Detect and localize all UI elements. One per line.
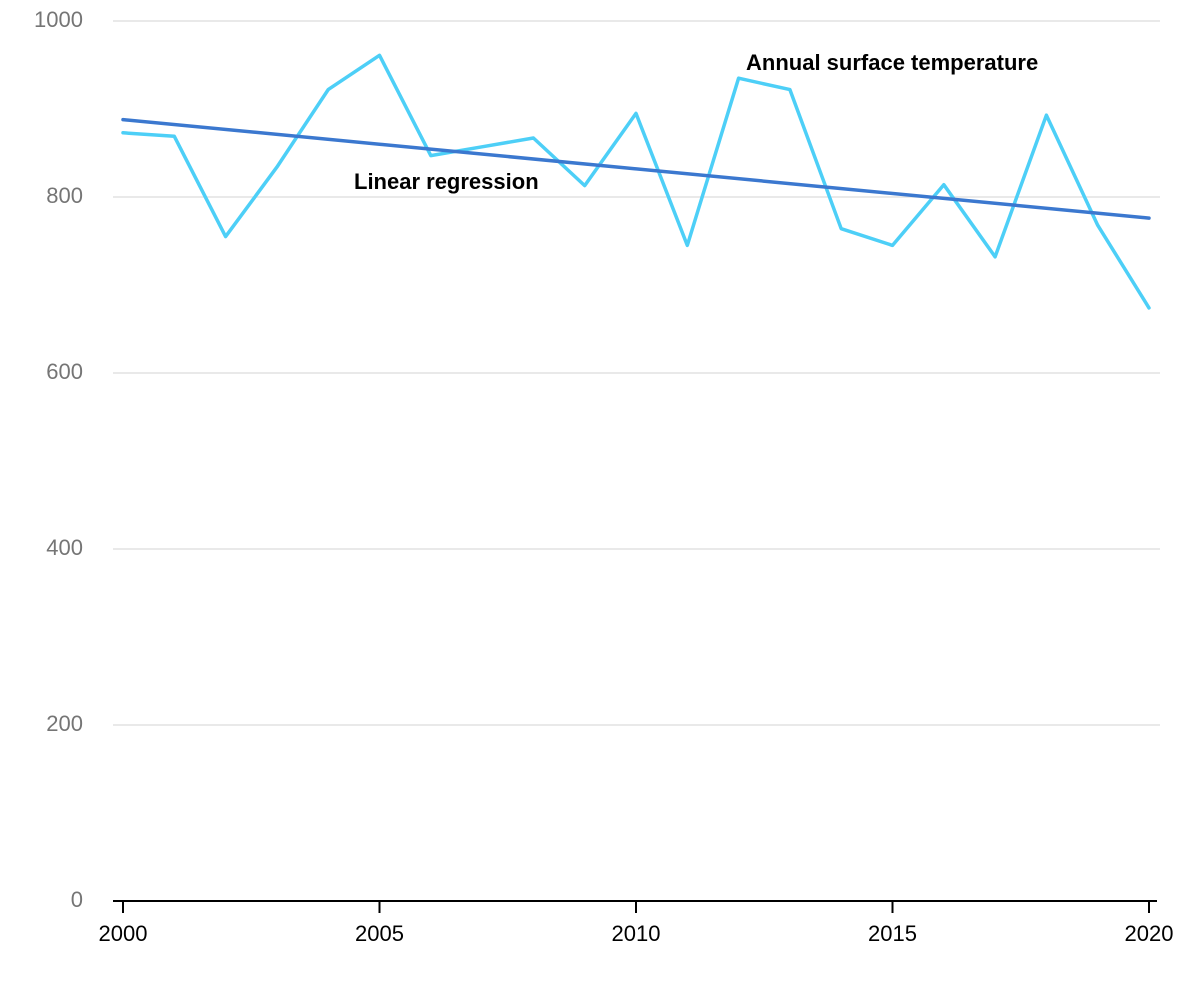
x-tick-label: 2005 <box>355 921 404 946</box>
gridlines <box>113 20 1160 726</box>
y-tick-label: 0 <box>71 887 83 912</box>
series-labels: Annual surface temperature Linear regress… <box>354 50 1038 194</box>
x-tick-label: 2010 <box>612 921 661 946</box>
x-tick-label: 2015 <box>868 921 917 946</box>
y-tick-label: 400 <box>46 535 83 560</box>
series-label-linear-regression: Linear regression <box>354 169 539 194</box>
x-axis: 2000 2005 2010 2015 2020 <box>99 900 1174 946</box>
series-lines <box>121 53 1151 310</box>
x-tick-label: 2020 <box>1125 921 1174 946</box>
y-tick-label: 600 <box>46 359 83 384</box>
series-line-linear-regression <box>121 117 1151 220</box>
series-line-annual-surface-temperature <box>121 53 1151 310</box>
y-tick-label: 800 <box>46 183 83 208</box>
y-tick-label: 200 <box>46 711 83 736</box>
y-axis-tick-labels: 0 200 400 600 800 1000 <box>34 7 83 912</box>
y-tick-label: 1000 <box>34 7 83 32</box>
x-tick-label: 2000 <box>99 921 148 946</box>
series-label-annual-surface-temperature: Annual surface temperature <box>746 50 1038 75</box>
